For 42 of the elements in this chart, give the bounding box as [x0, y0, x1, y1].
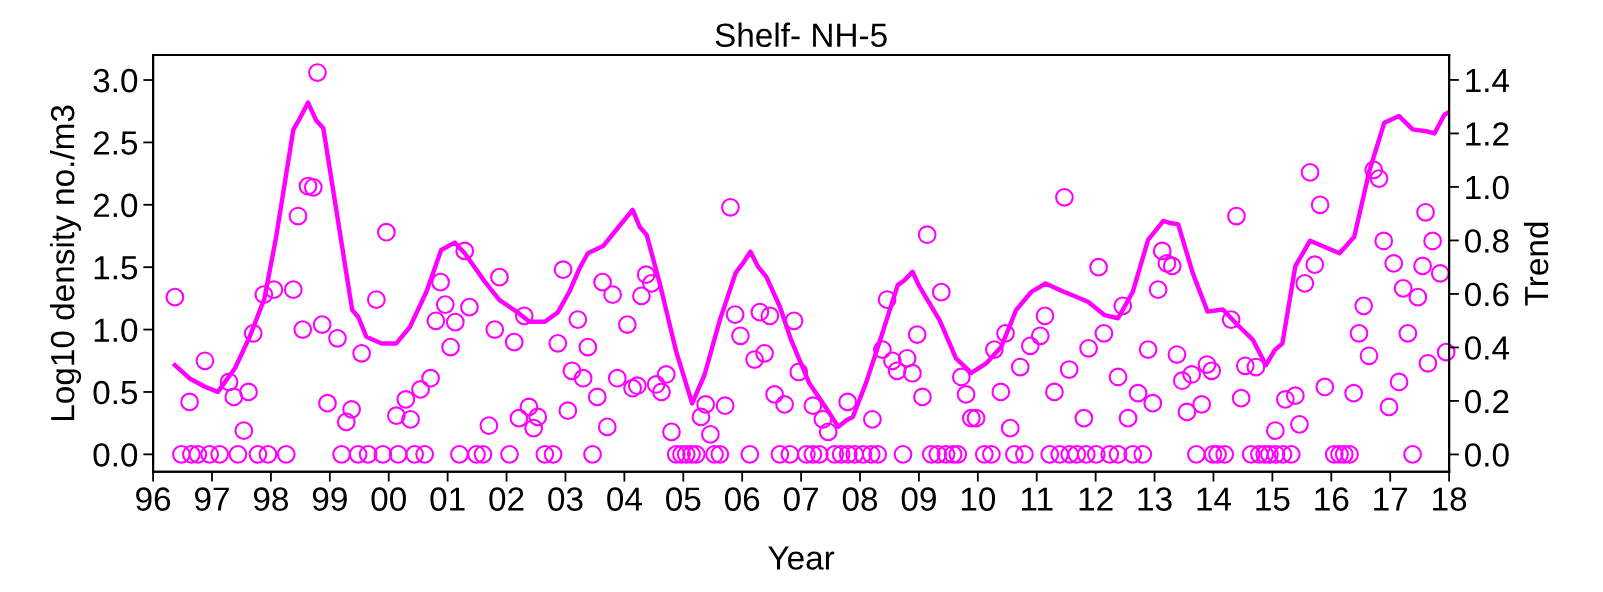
- x-tick-label: 08: [842, 487, 878, 511]
- x-tick-label: 97: [195, 487, 229, 511]
- x-tick-label: 09: [901, 487, 936, 511]
- x-tick-label: 15: [1256, 487, 1290, 511]
- x-tick-label: 11: [1021, 487, 1053, 511]
- x-tick-label: 14: [1197, 487, 1232, 511]
- y-tick-label: 3.0: [93, 68, 138, 93]
- y-tick-label: 0.0: [93, 443, 138, 467]
- x-tick-label: 00: [371, 487, 406, 511]
- y2-tick-label: 0.4: [1465, 336, 1510, 360]
- x-tick-label: 03: [548, 487, 583, 511]
- x-tick-label: 16: [1315, 487, 1349, 511]
- y2-tick-label: 0.0: [1465, 443, 1509, 467]
- y-axis-title: Log10 density no./m3: [49, 105, 82, 421]
- x-tick-label: 98: [253, 487, 288, 511]
- x-tick-label: 13: [1138, 487, 1172, 511]
- x-tick-label: 01: [430, 487, 465, 511]
- x-tick-label: 02: [489, 487, 524, 511]
- x-tick-label: 10: [961, 487, 996, 511]
- y-tick-label: 0.5: [93, 380, 138, 405]
- x-tick-label: 99: [312, 487, 347, 511]
- chart-title: Shelf- NH-5: [715, 22, 887, 48]
- y2-tick-label: 0.2: [1465, 389, 1509, 414]
- y2-tick-label: 0.8: [1465, 229, 1509, 253]
- y-tick-label: 1.0: [94, 318, 138, 342]
- y-tick-label: 1.5: [94, 256, 138, 280]
- y2-tick-label: 1.2: [1466, 122, 1509, 146]
- x-axis-title: Year: [768, 546, 835, 570]
- x-tick-label: 06: [724, 487, 760, 511]
- x-tick-label: 05: [666, 487, 701, 511]
- x-tick-label: 04: [607, 487, 642, 511]
- y-tick-label: 2.0: [93, 193, 138, 218]
- x-tick-label: 18: [1433, 487, 1467, 511]
- y2-tick-label: 1.4: [1466, 69, 1510, 93]
- x-tick-label: 96: [136, 487, 171, 511]
- x-tick-label: 17: [1374, 487, 1408, 511]
- x-tick-label: 07: [783, 487, 818, 511]
- y2-tick-label: 0.6: [1465, 282, 1509, 307]
- y2-tick-label: 1.0: [1466, 175, 1509, 200]
- y2-axis-title: Trend: [1523, 222, 1549, 306]
- y-tick-label: 2.5: [93, 131, 138, 155]
- x-tick-label: 12: [1079, 487, 1113, 511]
